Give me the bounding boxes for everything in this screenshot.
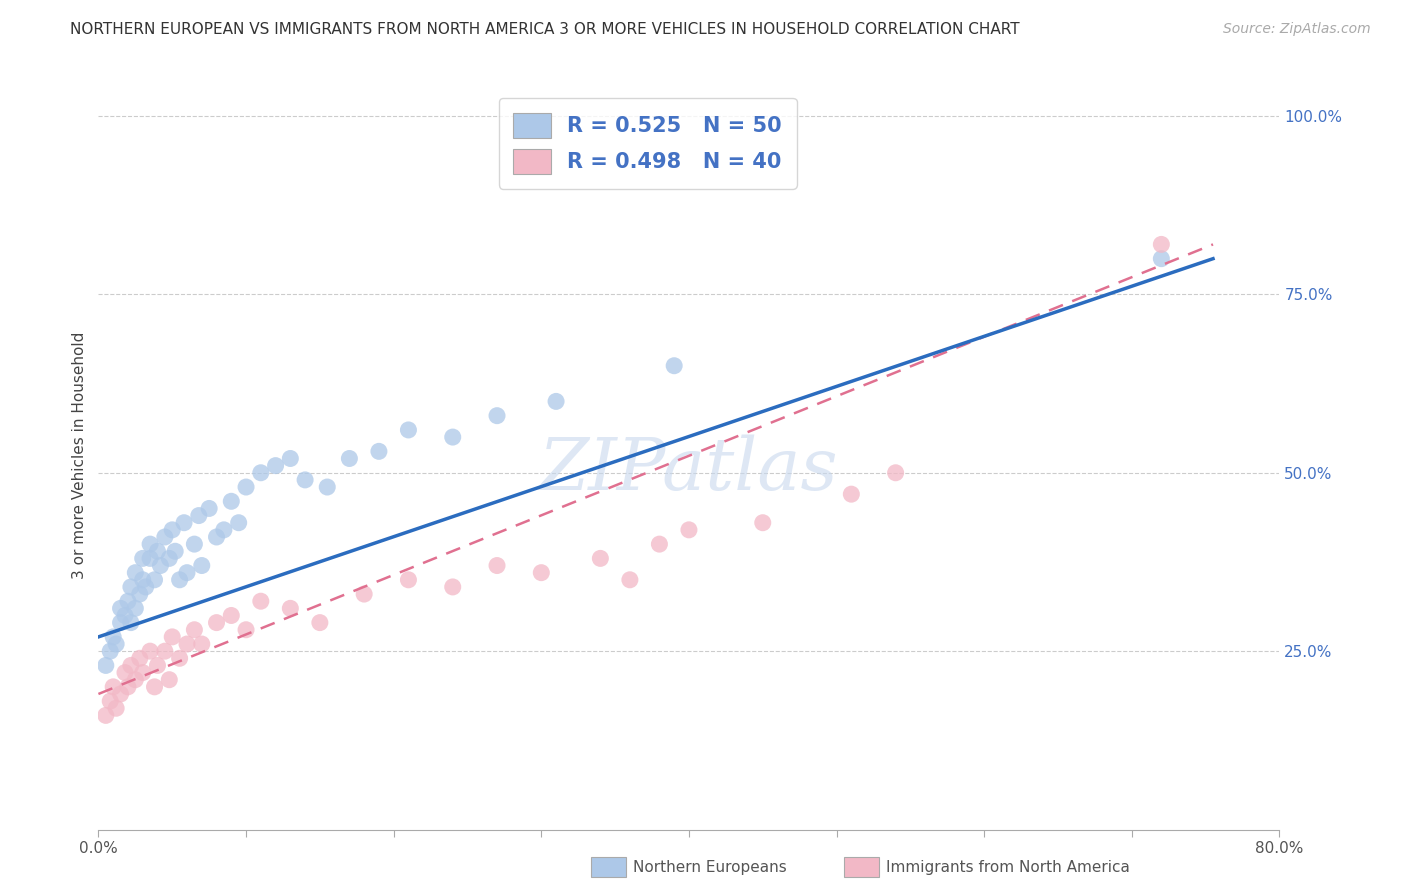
Point	[110, 601, 132, 615]
Point	[294, 473, 316, 487]
Text: Northern Europeans: Northern Europeans	[633, 860, 786, 874]
Point	[153, 644, 176, 658]
Point	[98, 694, 121, 708]
Point	[212, 523, 235, 537]
Text: Immigrants from North America: Immigrants from North America	[886, 860, 1129, 874]
Point	[841, 487, 863, 501]
Point	[114, 665, 136, 680]
Point	[173, 516, 195, 530]
Text: Source: ZipAtlas.com: Source: ZipAtlas.com	[1223, 22, 1371, 37]
Point	[176, 566, 198, 580]
Point	[280, 601, 302, 615]
Point	[135, 580, 157, 594]
Point	[235, 623, 257, 637]
Point	[103, 630, 125, 644]
Point	[183, 623, 205, 637]
Point	[110, 615, 132, 630]
Point	[441, 580, 464, 594]
Point	[353, 587, 375, 601]
Point	[157, 673, 180, 687]
Point	[280, 451, 302, 466]
Point	[117, 594, 139, 608]
Point	[1150, 252, 1173, 266]
Point	[486, 558, 509, 573]
Point	[146, 658, 169, 673]
Point	[139, 644, 162, 658]
Legend: R = 0.525   N = 50, R = 0.498   N = 40: R = 0.525 N = 50, R = 0.498 N = 40	[499, 98, 797, 188]
Point	[132, 551, 155, 566]
Point	[146, 544, 169, 558]
Point	[139, 537, 162, 551]
Point	[205, 530, 228, 544]
Point	[120, 580, 142, 594]
Point	[441, 430, 464, 444]
Point	[183, 537, 205, 551]
Point	[264, 458, 287, 473]
Point	[143, 573, 166, 587]
Point	[162, 630, 183, 644]
Point	[205, 615, 228, 630]
Point	[128, 651, 150, 665]
Point	[368, 444, 391, 458]
Point	[110, 687, 132, 701]
Point	[191, 637, 214, 651]
Point	[124, 566, 146, 580]
Point	[94, 708, 117, 723]
Point	[198, 501, 221, 516]
Point	[398, 423, 420, 437]
Point	[221, 494, 243, 508]
Point	[165, 544, 187, 558]
Point	[664, 359, 686, 373]
Point	[884, 466, 907, 480]
Point	[187, 508, 209, 523]
Point	[176, 637, 198, 651]
Text: NORTHERN EUROPEAN VS IMMIGRANTS FROM NORTH AMERICA 3 OR MORE VEHICLES IN HOUSEHO: NORTHERN EUROPEAN VS IMMIGRANTS FROM NOR…	[70, 22, 1019, 37]
Point	[162, 523, 183, 537]
Point	[648, 537, 671, 551]
Point	[105, 637, 128, 651]
Point	[120, 615, 142, 630]
Point	[105, 701, 128, 715]
Point	[128, 587, 150, 601]
Point	[250, 466, 273, 480]
Text: ZIPatlas: ZIPatlas	[538, 434, 839, 505]
Point	[132, 665, 155, 680]
Point	[221, 608, 243, 623]
Point	[94, 658, 117, 673]
Point	[250, 594, 273, 608]
Point	[117, 680, 139, 694]
Point	[339, 451, 361, 466]
Point	[530, 566, 553, 580]
Point	[1150, 237, 1173, 252]
Point	[398, 573, 420, 587]
Point	[153, 530, 176, 544]
Point	[191, 558, 214, 573]
Point	[124, 601, 146, 615]
Point	[309, 615, 332, 630]
Point	[143, 680, 166, 694]
Point	[486, 409, 509, 423]
Point	[678, 523, 700, 537]
Point	[752, 516, 775, 530]
Point	[114, 608, 136, 623]
Y-axis label: 3 or more Vehicles in Household: 3 or more Vehicles in Household	[72, 331, 87, 579]
Point	[157, 551, 180, 566]
Point	[589, 551, 612, 566]
Point	[149, 558, 172, 573]
Point	[619, 573, 641, 587]
Point	[103, 680, 125, 694]
Point	[120, 658, 142, 673]
Point	[132, 573, 155, 587]
Point	[235, 480, 257, 494]
Point	[98, 644, 121, 658]
Point	[228, 516, 250, 530]
Point	[139, 551, 162, 566]
Point	[169, 651, 191, 665]
Point	[169, 573, 191, 587]
Point	[316, 480, 339, 494]
Point	[124, 673, 146, 687]
Point	[546, 394, 568, 409]
